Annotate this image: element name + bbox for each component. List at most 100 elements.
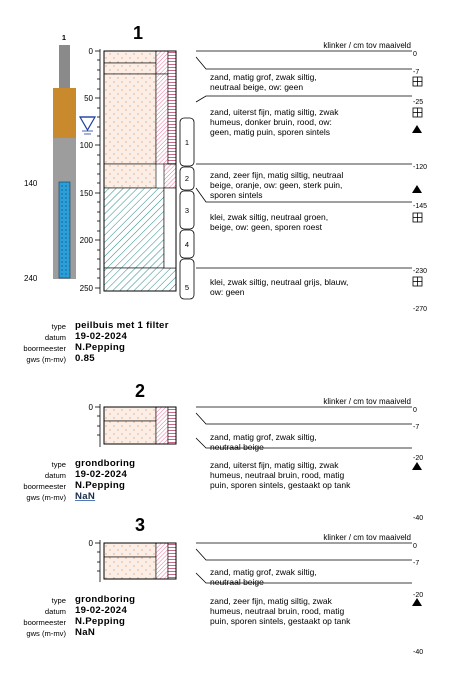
meta-datum: 19-02-2024 [75, 469, 128, 480]
admixture-4 [167, 50, 177, 165]
admixture-2 [155, 73, 169, 165]
layer-sand-1 [103, 542, 157, 558]
axis-tick-label: 50 [84, 94, 93, 103]
depth-axis-labels: 0 50 100 150 200 250 [80, 47, 94, 293]
grid-icon [412, 107, 423, 118]
lithology-column [78, 50, 177, 292]
boring-1-meta: type peilbuis met 1 filter datum 19-02-2… [4, 320, 204, 368]
depth-axis [95, 49, 101, 294]
meta-label-datum: datum [44, 471, 66, 480]
meta-boormeester: N.Pepping [75, 480, 126, 491]
sample-symbols [412, 76, 423, 287]
depth-marker: 0 [413, 51, 417, 58]
meta-label-type: type [51, 322, 66, 331]
layer-description: zand, uiterst fijn, matig siltig, zwak hu… [210, 107, 339, 137]
axis-tick-label: 200 [80, 236, 94, 245]
well-diagram: 1 140 240 [24, 33, 76, 283]
sample-label: 2 [185, 174, 189, 183]
boring-2-meta: type grondboring datum 19-02-2024 boorme… [4, 458, 204, 506]
depth-marker: -145 [413, 203, 427, 210]
depth-marker: -7 [413, 69, 419, 76]
layer-sand-1 [103, 406, 157, 422]
layer-description: zand, matig grof, zwak siltig, neutraal b… [210, 567, 317, 587]
admixture-2 [167, 542, 177, 580]
depth-marker: 0 [413, 543, 417, 550]
layer-description: zand, uiterst fijn, matig siltig, zwak hu… [210, 460, 351, 490]
grid-icon [412, 276, 423, 287]
meta-type: grondboring [75, 594, 136, 605]
layer-sand-2 [103, 62, 157, 75]
meta-datum: 19-02-2024 [75, 605, 128, 616]
well-label: 1 [62, 33, 66, 42]
depth-marker: -7 [413, 560, 419, 567]
well-depth-top: 140 [24, 179, 38, 188]
meta-label-boormeester: boormeester [23, 482, 66, 491]
axis-tick-label: 0 [89, 403, 94, 412]
layer-clay-1 [103, 187, 165, 269]
admixture-1 [155, 50, 169, 75]
meta-label-gws: gws (m-mv) [26, 355, 66, 364]
depth-marker: 0 [413, 407, 417, 414]
triangle-icon [412, 125, 422, 133]
triangle-icon [412, 185, 422, 193]
layer-sand-1 [103, 50, 157, 64]
meta-boormeester: N.Pepping [75, 616, 126, 627]
sample-box [179, 190, 195, 230]
header-label: klinker / cm tov maaiveld [323, 41, 411, 50]
grid-icon [412, 212, 423, 223]
meta-label-type: type [51, 460, 66, 469]
axis-tick-label: 100 [80, 141, 94, 150]
meta-label-gws: gws (m-mv) [26, 629, 66, 638]
triangle-icon [412, 598, 422, 606]
layer-description: zand, zeer fijn, matig siltig, zwak humeu… [210, 596, 351, 626]
filter-screen [58, 181, 71, 279]
axis-tick-label: 150 [80, 189, 94, 198]
sample-box [179, 117, 195, 167]
layer-clay-2 [103, 267, 177, 292]
layer-descriptions: zand, matig grof, zwak siltig, neutraal b… [210, 72, 348, 297]
sample-label: 3 [185, 206, 189, 215]
well-depth-bottom: 240 [24, 274, 38, 283]
sample-column [179, 117, 195, 300]
layer-sand-2 [103, 420, 157, 445]
depth-marker: -120 [413, 164, 427, 171]
sample-label: 5 [185, 283, 189, 292]
meta-type: peilbuis met 1 filter [75, 320, 169, 331]
depth-marker: -20 [413, 592, 423, 599]
sample-label: 4 [185, 240, 189, 249]
layer-descriptions: zand, matig grof, zwak siltig, neutraal b… [210, 567, 351, 626]
axis-tick-label: 0 [89, 539, 94, 548]
boring-2: 2 0 klinker / cm tov maaiveld 0 -7 -20 -… [89, 381, 424, 522]
sample-box [179, 258, 195, 300]
sample-box [179, 229, 195, 259]
meta-label-boormeester: boormeester [23, 344, 66, 353]
layer-sand-2 [103, 556, 157, 580]
well-gravel [53, 138, 76, 182]
meta-label-type: type [51, 596, 66, 605]
column-outline [103, 406, 177, 445]
bentonite-seal [53, 88, 76, 138]
layer-description: klei, zwak siltig, neutraal grijs, blauw… [210, 277, 348, 297]
boring-number: 1 [133, 23, 143, 43]
connector-lines [195, 406, 412, 449]
depth-marker: -270 [413, 306, 427, 313]
layer-sand-3 [103, 73, 157, 165]
meta-boormeester: N.Pepping [75, 342, 126, 353]
layer-description: zand, matig grof, zwak siltig, neutraal b… [210, 432, 317, 452]
depth-marker: -230 [413, 268, 427, 275]
meta-label-gws: gws (m-mv) [26, 493, 66, 502]
connector-lines [195, 542, 412, 584]
axis-tick-label: 250 [80, 284, 94, 293]
meta-gws: 0.85 [75, 353, 95, 364]
sample-box [179, 166, 195, 191]
groundwater-triangle-icon [78, 116, 97, 135]
layer-descriptions: zand, matig grof, zwak siltig, neutraal b… [210, 432, 351, 490]
meta-datum: 19-02-2024 [75, 331, 128, 342]
admixture-2 [167, 406, 177, 445]
meta-label-datum: datum [44, 607, 66, 616]
column-outline [103, 50, 177, 292]
header-label: klinker / cm tov maaiveld [323, 533, 411, 542]
grid-icon [412, 76, 423, 87]
boring-number: 3 [135, 515, 145, 535]
